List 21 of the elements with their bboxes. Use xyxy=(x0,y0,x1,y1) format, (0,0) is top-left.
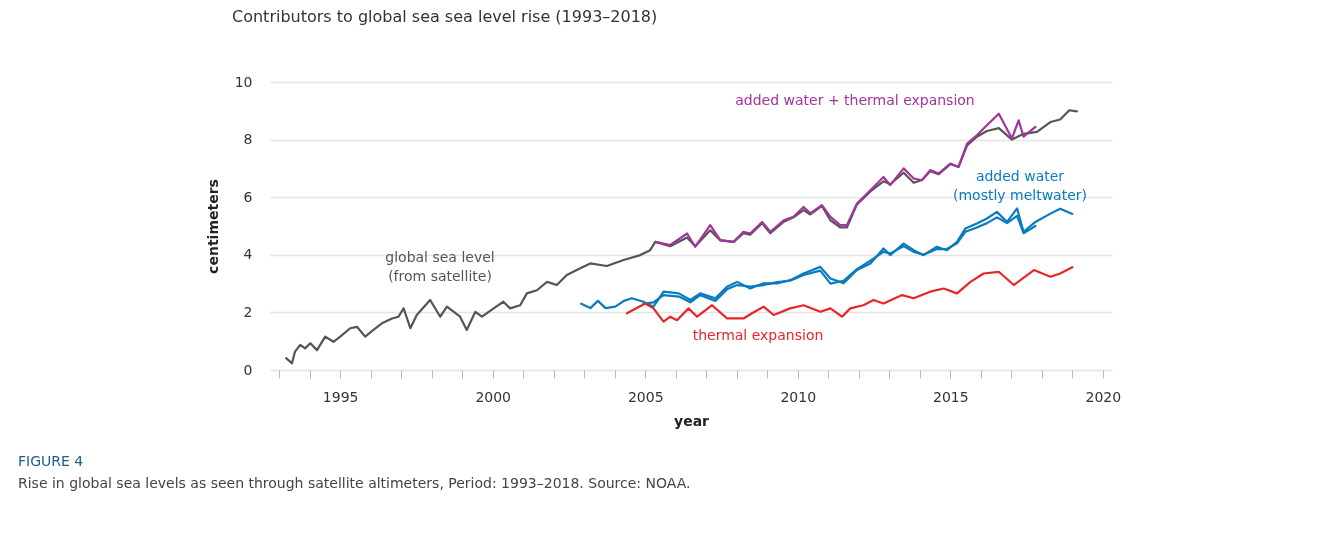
y-tick-label: 4 xyxy=(243,246,253,263)
x-tick-label: 2020 xyxy=(1085,388,1122,405)
series-label: added water + thermal expansion xyxy=(735,92,975,108)
caption: FIGURE 4 xyxy=(18,453,84,469)
series-label: global sea level (from satellite) xyxy=(385,249,495,284)
y-tick-label: 6 xyxy=(243,188,253,205)
x-tick-label: 2005 xyxy=(627,388,664,405)
y-tick-label: 10 xyxy=(234,73,253,90)
x-tick-label: 2010 xyxy=(780,388,817,405)
chart-title: Contributors to global sea sea level rise (1993–2018) xyxy=(232,7,658,26)
y-tick-label: 0 xyxy=(243,361,253,378)
series-label: added water (mostly meltwater) xyxy=(952,168,1088,203)
y-axis-title: centimeters xyxy=(204,179,221,274)
text: Rise in global sea levels as seen through satellite altimeters, Period: 1993–2018. Source: NOAA. xyxy=(18,475,691,491)
series-label: thermal expansion xyxy=(692,327,824,343)
x-tick-label: 2000 xyxy=(475,388,512,405)
y-tick-label: 8 xyxy=(243,131,253,148)
x-tick-label: 2015 xyxy=(932,388,969,405)
x-tick-label: 1995 xyxy=(322,388,359,405)
x-axis-title: year xyxy=(674,412,710,429)
y-tick-label: 2 xyxy=(243,303,253,320)
